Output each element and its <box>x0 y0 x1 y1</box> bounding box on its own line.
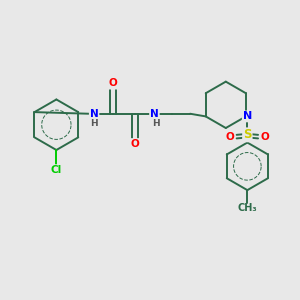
Text: Cl: Cl <box>51 165 62 175</box>
Text: O: O <box>225 132 234 142</box>
Text: O: O <box>261 132 270 142</box>
Text: O: O <box>109 78 117 88</box>
Text: S: S <box>243 128 252 141</box>
Text: H: H <box>152 119 160 128</box>
Text: O: O <box>130 139 139 149</box>
Text: H: H <box>90 119 97 128</box>
Text: N: N <box>90 109 98 119</box>
Text: N: N <box>243 111 252 122</box>
Text: CH₃: CH₃ <box>238 203 257 213</box>
Text: N: N <box>150 109 159 119</box>
